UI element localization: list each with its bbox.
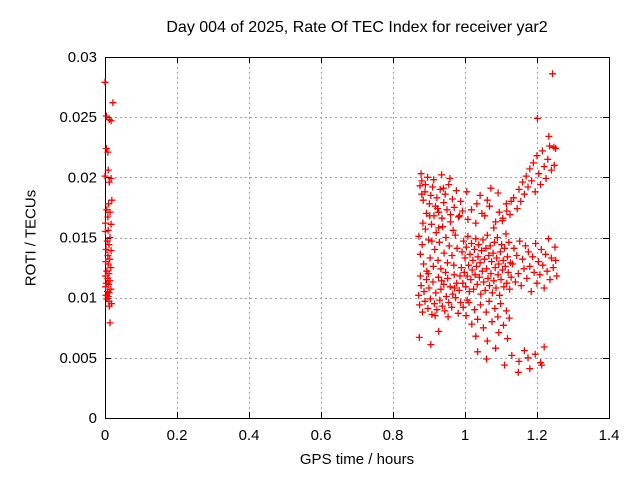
y-axis-label: ROTI / TECUs [22, 189, 40, 287]
chart-title: Day 004 of 2025, Rate Of TEC Index for r… [166, 19, 548, 36]
x-tick-label: 1 [461, 427, 469, 444]
y-tick-label: 0.025 [59, 109, 97, 126]
y-tick-label: 0.03 [68, 49, 97, 66]
x-tick-label: 0.2 [167, 427, 188, 444]
x-tick-label: 0.8 [383, 427, 404, 444]
y-tick-label: 0.005 [59, 350, 97, 367]
y-tick-label: 0.015 [59, 230, 97, 247]
x-tick-label: 1.4 [599, 427, 620, 444]
x-tick-label: 1.2 [527, 427, 548, 444]
x-tick-label: 0 [101, 427, 109, 444]
x-axis-label: GPS time / hours [299, 451, 415, 468]
y-tick-label: 0.02 [68, 169, 97, 186]
data-point-markers [101, 70, 561, 376]
x-tick-label: 0.4 [239, 427, 260, 444]
y-tick-label: 0 [89, 410, 97, 427]
y-tick-label: 0.01 [68, 290, 97, 307]
x-tick-label: 0.6 [311, 427, 332, 444]
